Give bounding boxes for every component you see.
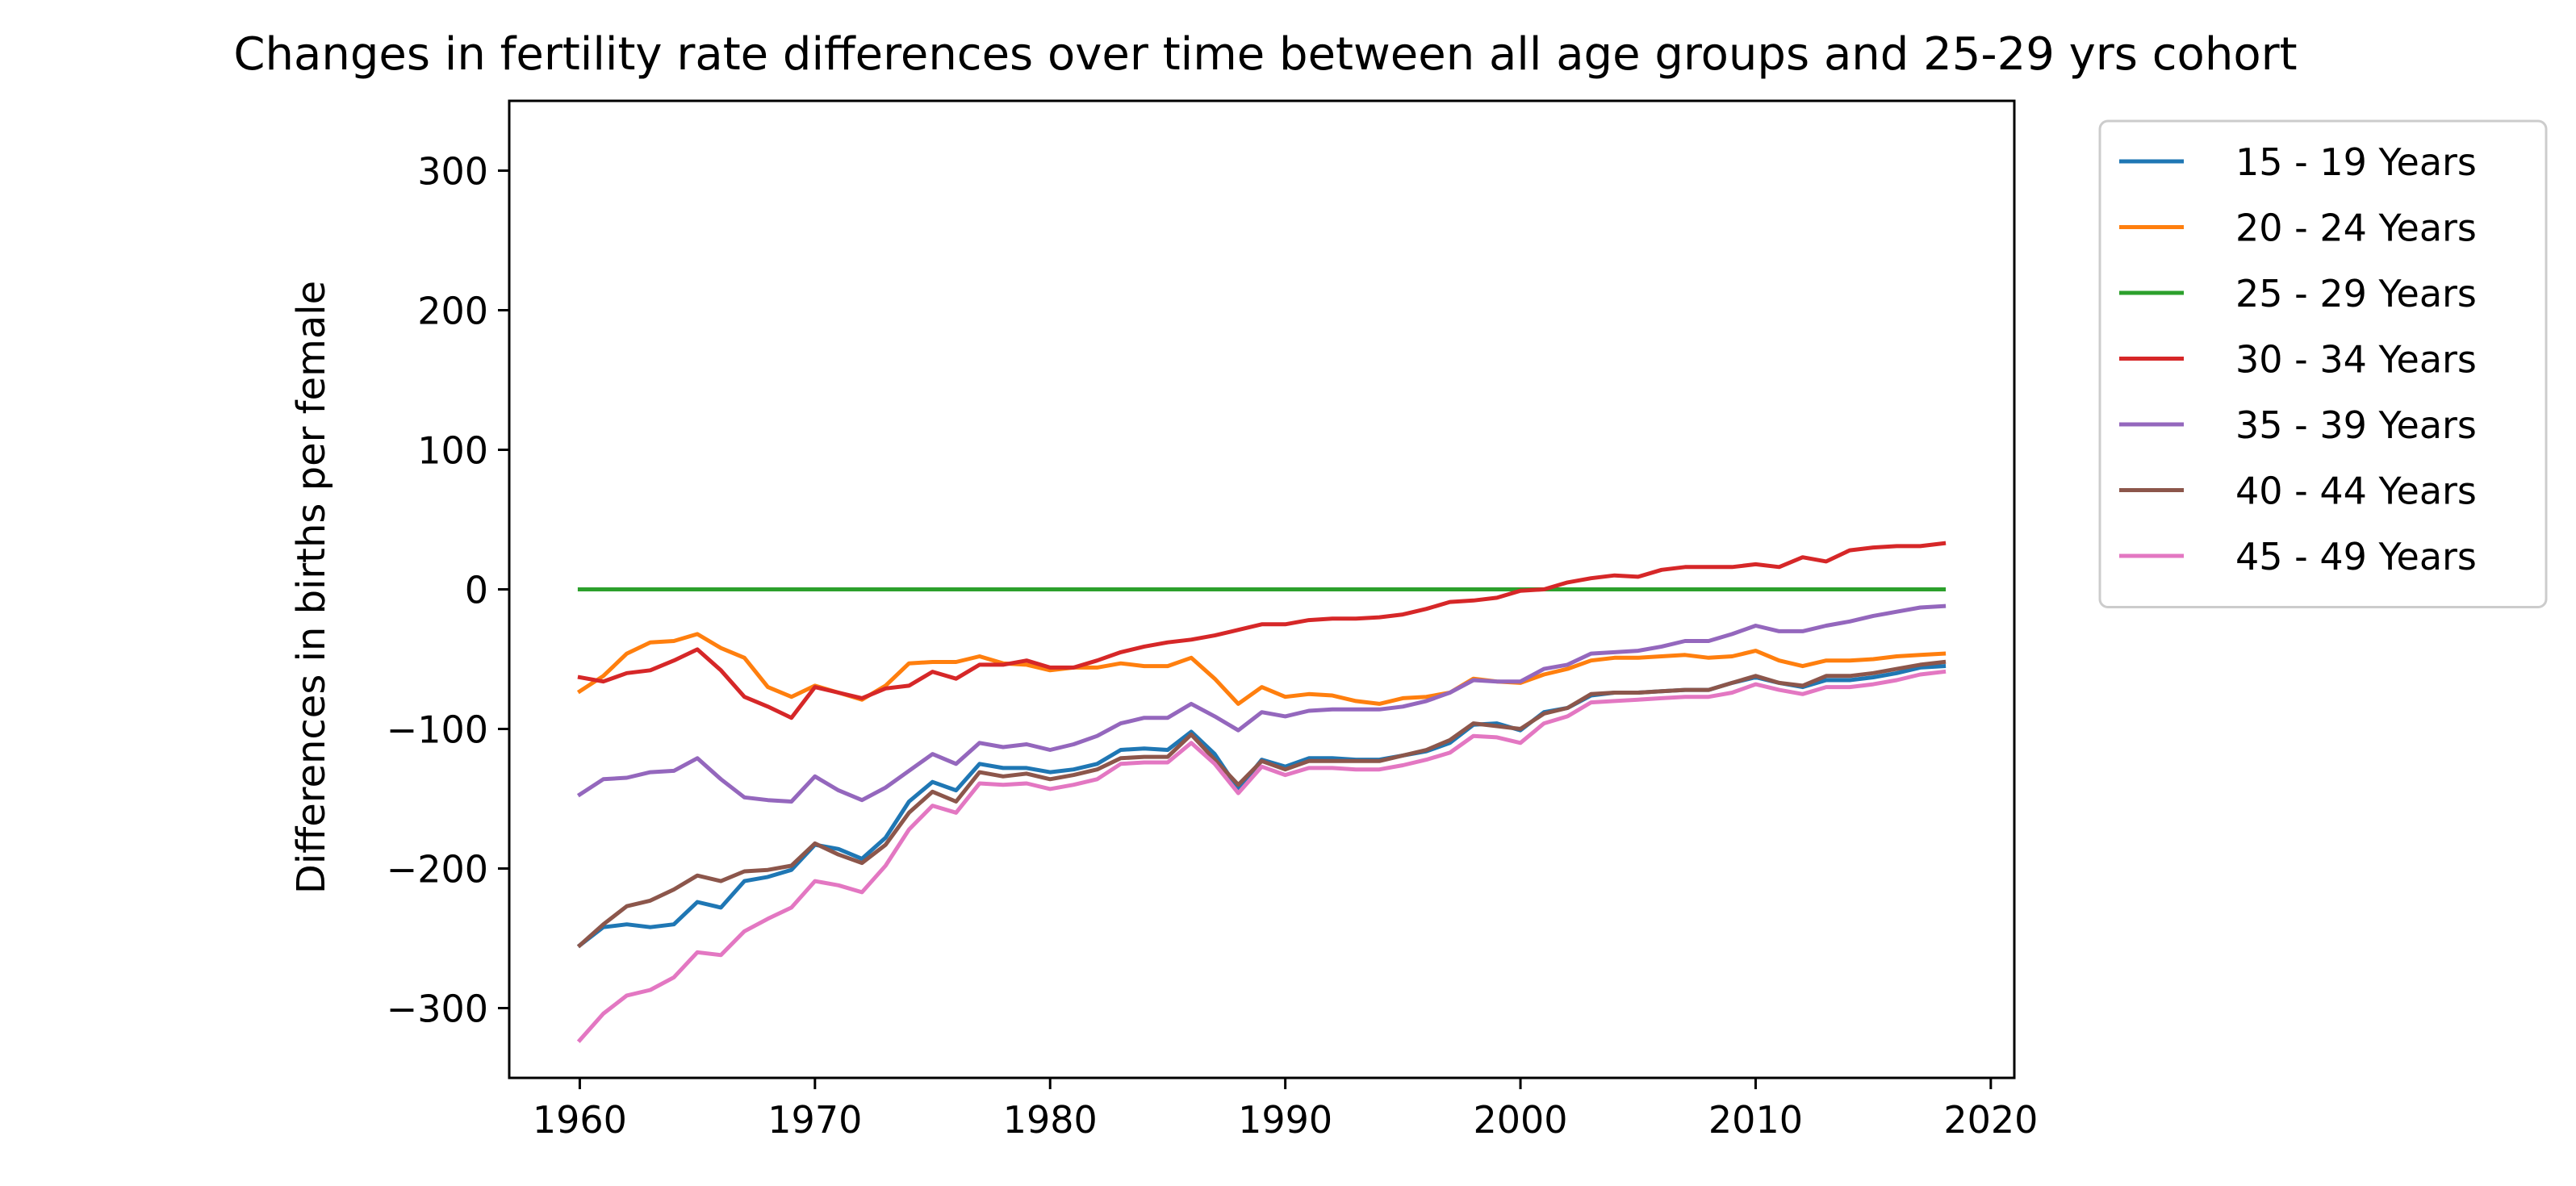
y-axis-ticks: −300 −200 −100 0 100 200 300 <box>387 150 509 1031</box>
y-axis-label: Differences in births per female <box>289 281 334 894</box>
series-line-4 <box>577 541 1947 720</box>
plot-area-frame <box>508 99 2016 1080</box>
series-line-2 <box>576 632 1947 706</box>
series-line-5 <box>576 603 1947 804</box>
legend: 15 - 19 Years 20 - 24 Years 25 - 29 Years 3… <box>2098 119 2548 608</box>
legend-entry-label: 30 - 34 Years <box>2235 338 2477 382</box>
legend-entry-label: 35 - 39 Years <box>2235 403 2477 447</box>
x-tick-label: 1980 <box>1003 1098 1098 1142</box>
series-line-6 <box>576 659 1947 949</box>
y-tick-label: −300 <box>387 988 488 1031</box>
legend-entry-label: 45 - 49 Years <box>2235 535 2477 578</box>
y-tick-label: 100 <box>417 429 488 473</box>
x-tick-label: 2000 <box>1474 1098 1568 1142</box>
y-tick-label: 0 <box>465 569 488 612</box>
series-line-7 <box>576 669 1947 1043</box>
y-tick-label: −200 <box>387 848 488 892</box>
legend-entry-label: 40 - 44 Years <box>2235 470 2477 513</box>
x-tick-label: 1990 <box>1238 1098 1332 1142</box>
x-axis-ticks: 1960 1970 1980 1990 2000 2010 2020 <box>533 1078 2038 1142</box>
x-tick-label: 2010 <box>1708 1098 1803 1142</box>
x-tick-label: 1960 <box>533 1098 627 1142</box>
legend-entry-label: 20 - 24 Years <box>2235 207 2477 250</box>
chart-title: Changes in fertility rate differences ov… <box>233 28 2297 81</box>
legend-entry-label: 15 - 19 Years <box>2235 140 2477 184</box>
x-tick-label: 1970 <box>767 1098 862 1142</box>
y-tick-label: 200 <box>417 290 488 333</box>
y-tick-label: 300 <box>417 150 488 194</box>
x-tick-label: 2020 <box>1943 1098 2038 1142</box>
series-layer <box>576 541 1947 1043</box>
y-tick-label: −100 <box>387 708 488 752</box>
legend-entry-label: 25 - 29 Years <box>2235 272 2477 315</box>
legend-box <box>2098 119 2548 608</box>
